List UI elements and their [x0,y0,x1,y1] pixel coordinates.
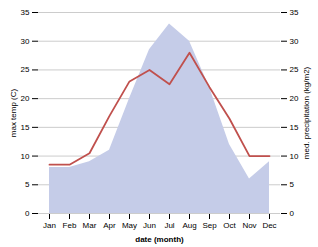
svg-text:Jul: Jul [164,221,174,230]
svg-text:5: 5 [25,180,30,189]
svg-text:Feb: Feb [63,221,77,230]
svg-text:10: 10 [21,152,30,161]
svg-text:max temp (C): max temp (C) [9,88,18,137]
svg-text:20: 20 [21,94,30,103]
svg-text:25: 25 [21,65,30,74]
svg-text:5: 5 [290,180,295,189]
svg-text:Apr: Apr [103,221,116,230]
svg-text:Oct: Oct [223,221,236,230]
svg-text:Dec: Dec [262,221,276,230]
svg-text:0: 0 [290,209,295,218]
svg-text:30: 30 [21,37,30,46]
svg-text:15: 15 [21,123,30,132]
svg-text:Jan: Jan [43,221,56,230]
svg-text:Mar: Mar [83,221,97,230]
svg-text:20: 20 [290,94,299,103]
svg-text:35: 35 [21,8,30,17]
svg-text:date (month): date (month) [135,235,184,244]
svg-text:10: 10 [290,152,299,161]
svg-text:15: 15 [290,123,299,132]
svg-text:25: 25 [290,65,299,74]
svg-text:Aug: Aug [182,221,196,230]
svg-text:Sep: Sep [202,221,217,230]
svg-text:med. precipitation (kg/m2): med. precipitation (kg/m2) [302,66,311,159]
svg-text:35: 35 [290,8,299,17]
svg-text:May: May [122,221,137,230]
svg-text:30: 30 [290,37,299,46]
svg-text:Nov: Nov [242,221,256,230]
svg-text:0: 0 [25,209,30,218]
svg-text:Jun: Jun [143,221,156,230]
